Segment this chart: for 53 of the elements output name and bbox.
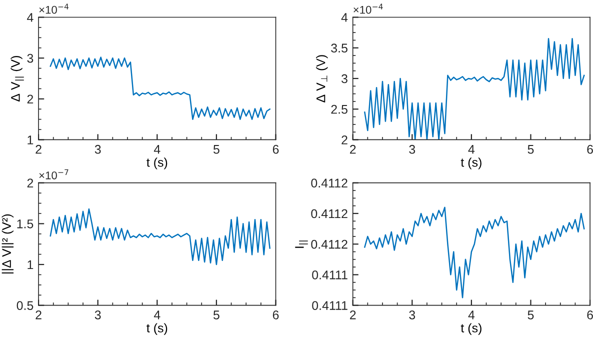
y-tick-label: 4: [27, 13, 34, 22]
x-tick-label: 6: [272, 310, 279, 320]
y-tick-label: 0.5: [16, 301, 34, 310]
x-axis-title: t (s): [146, 323, 168, 335]
x-tick-label: 2: [36, 144, 42, 154]
y-tick-label: 0.4112: [311, 209, 348, 218]
x-tick-label: 4: [468, 145, 475, 154]
x-axis-title: t (s): [146, 158, 168, 170]
y-tick-label: 1: [28, 260, 34, 270]
line-series: [50, 56, 270, 120]
text: ×10$^{−4}$: [39, 4, 69, 14]
y-axis-title: Δ V$_{⊥}$ (V): [316, 55, 328, 102]
y-tick-label: 0.4112: [311, 240, 348, 249]
x-tick-label: 3: [409, 310, 416, 320]
y-tick-label: 2: [342, 136, 348, 144]
x-tick-label: 6: [272, 144, 279, 154]
y-axis-title: Δ V$_{||}$ (V): [10, 56, 24, 102]
line-series: [364, 206, 585, 298]
y-axis-title: I$_{||}$: [295, 240, 308, 248]
y-axis-title: ||Δ V||² (V²): [2, 214, 14, 274]
x-tick-label: 3: [94, 310, 101, 320]
y-tick-label: 3: [342, 74, 348, 84]
x-tick-label: 6: [587, 144, 593, 154]
y-tick-label: 2: [27, 94, 34, 104]
y-tick-label: 2: [27, 178, 34, 188]
text: ×10$^{−7}$: [39, 169, 68, 180]
y-tick-label: 0.4111: [312, 301, 348, 310]
x-axis-title: t (s): [460, 158, 482, 170]
x-tick-label: 4: [154, 310, 160, 320]
x-tick-label: 5: [213, 145, 220, 154]
y-tick-label: 3: [27, 54, 34, 63]
line-series: [364, 38, 585, 140]
y-tick-label: 2.5: [331, 104, 348, 114]
x-tick-label: 3: [409, 144, 416, 154]
line-series: [50, 208, 270, 266]
y-tick-label: 1.5: [17, 220, 34, 228]
x-tick-label: 6: [587, 310, 593, 320]
x-axis-title: t (s): [460, 323, 482, 335]
x-tick-label: 3: [94, 144, 101, 154]
y-tick-label: 3.5: [331, 44, 348, 53]
x-tick-label: 2: [350, 144, 356, 154]
y-tick-label: 0.4111: [312, 270, 348, 280]
x-tick-label: 5: [528, 310, 534, 320]
y-tick-label: 4: [341, 13, 348, 22]
text: ×10$^{−4}$: [354, 4, 383, 14]
y-tick-label: 1: [28, 136, 34, 144]
x-tick-label: 5: [528, 145, 534, 154]
x-tick-label: 4: [468, 310, 475, 320]
x-tick-label: 2: [36, 310, 42, 320]
x-tick-label: 4: [154, 145, 160, 154]
y-tick-label: 0.4112: [311, 178, 348, 188]
x-tick-label: 5: [213, 310, 220, 320]
x-tick-label: 2: [350, 310, 356, 320]
